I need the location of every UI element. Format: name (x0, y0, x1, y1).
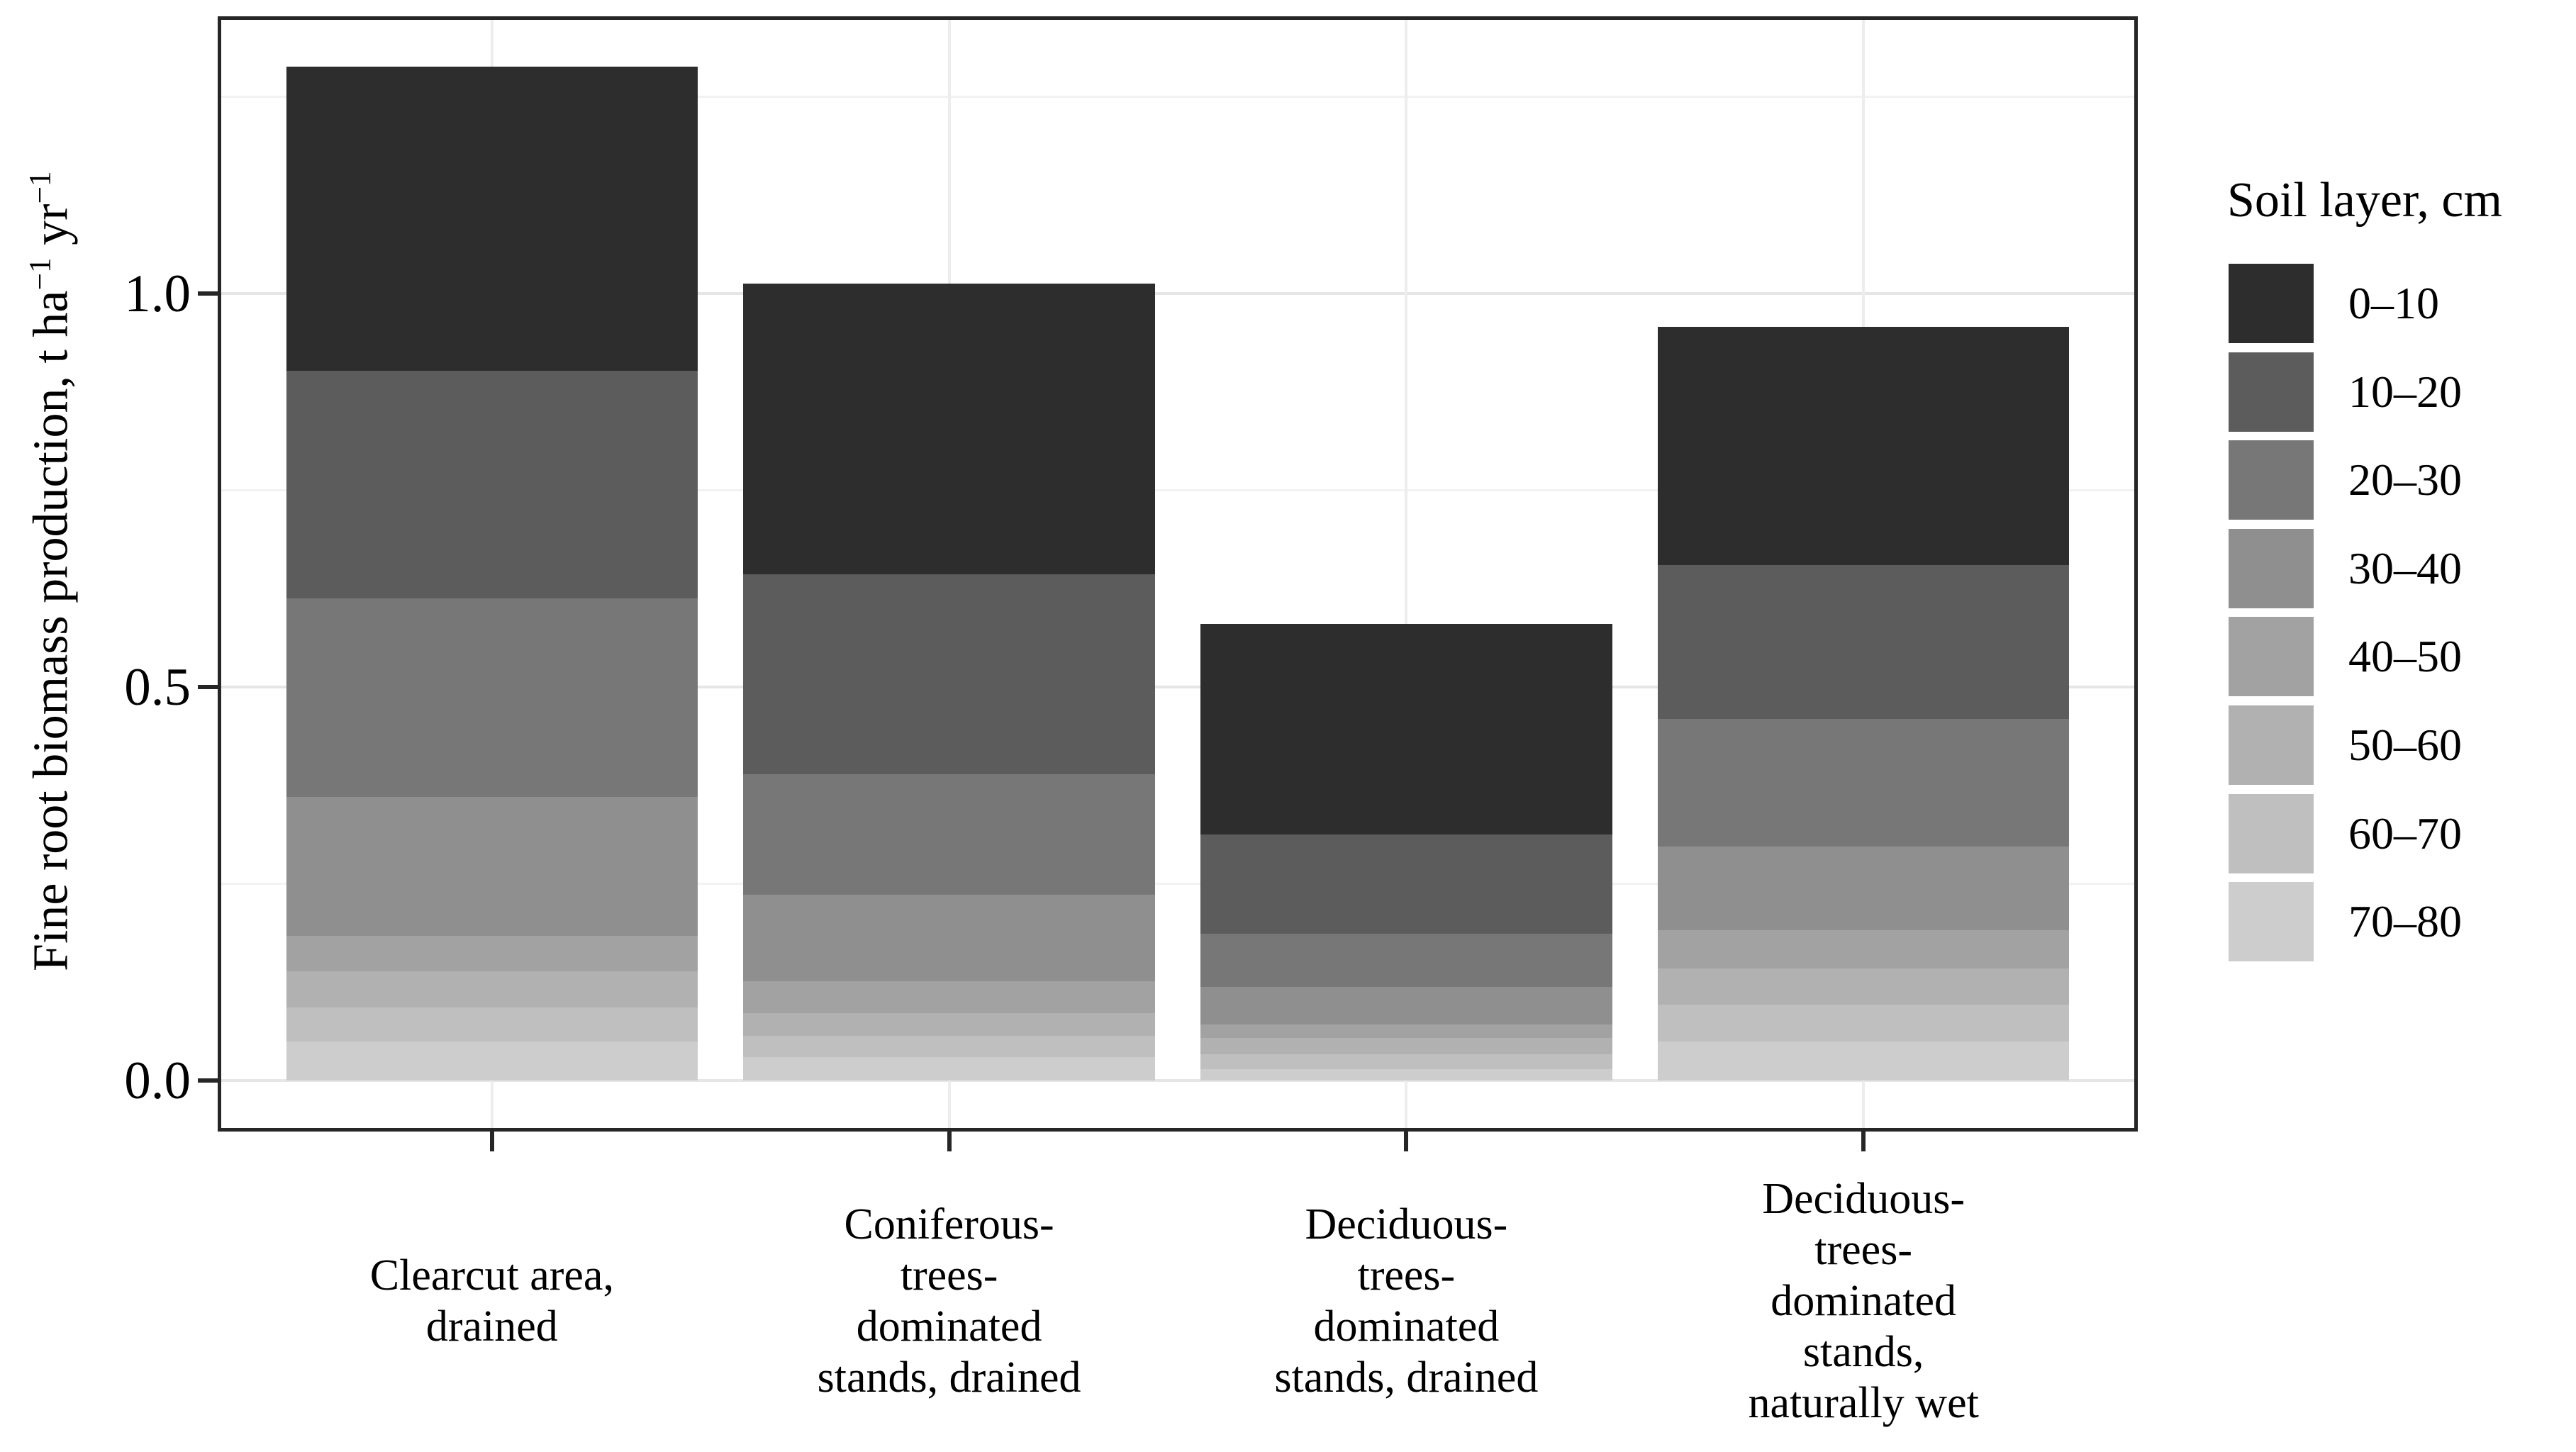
legend-item-label: 70–80 (2348, 896, 2462, 947)
gridline-major (221, 685, 2134, 688)
bar-segment-50-60 (1200, 1037, 1612, 1055)
bar-segment-50-60 (743, 1013, 1155, 1036)
bar-segment-70-80 (1200, 1069, 1612, 1080)
bar-segment-70-80 (743, 1056, 1155, 1080)
y-axis-title-superscript: −1 (23, 170, 57, 204)
bar-segment-40-50 (1200, 1024, 1612, 1038)
gridline-major (221, 291, 2134, 295)
bar-segment-30-40 (1658, 847, 2070, 930)
gridline-minor (221, 488, 2134, 491)
gridline-minor (221, 95, 2134, 98)
legend-item-label: 0–10 (2348, 278, 2439, 328)
bar-segment-0-10 (1200, 623, 1612, 835)
legend-item-label: 10–20 (2348, 366, 2462, 417)
y-tick-label: 0.5 (124, 657, 191, 717)
y-tick-mark (198, 684, 218, 689)
bar-segment-70-80 (1658, 1041, 2070, 1080)
bar-segment-70-80 (286, 1041, 698, 1080)
bar-segment-30-40 (286, 797, 698, 936)
bar-segment-10-20 (286, 370, 698, 599)
y-tick-label: 1.0 (124, 264, 191, 323)
bar-segment-40-50 (1658, 929, 2070, 969)
gridline-minor (221, 882, 2134, 885)
y-tick-label: 0.0 (124, 1051, 191, 1110)
x-category-label-text: Clearcut area, drained (369, 1251, 614, 1351)
x-category-label: Deciduous-trees-dominated stands, naturall… (1608, 1163, 2119, 1440)
bar-segment-50-60 (1658, 968, 2070, 1005)
legend-key-swatch (2229, 264, 2314, 343)
bar-segment-40-50 (286, 935, 698, 971)
x-tick-mark (947, 1132, 952, 1151)
bar-segment-30-40 (1200, 986, 1612, 1025)
legend-item-label: 30–40 (2348, 542, 2462, 593)
x-category-label-text: Coniferous-trees-dominated stands, draine… (817, 1200, 1081, 1402)
y-axis-title-text: yr (23, 203, 79, 257)
x-category-label: Deciduous-trees-dominated stands, drained (1151, 1163, 1661, 1440)
bar-segment-10-20 (743, 574, 1155, 774)
legend-key-swatch (2229, 705, 2314, 785)
legend-key-swatch (2229, 440, 2314, 520)
bar-segment-50-60 (286, 971, 698, 1007)
bar-segment-30-40 (743, 894, 1155, 981)
legend-item-label: 60–70 (2348, 808, 2462, 859)
bar-segment-60-70 (1200, 1054, 1612, 1070)
x-category-label: Coniferous-trees-dominated stands, draine… (694, 1163, 1205, 1440)
x-category-label: Clearcut area, drained (237, 1163, 747, 1440)
x-tick-mark (1404, 1132, 1409, 1151)
bar-segment-0-10 (1658, 327, 2070, 565)
bar-segment-10-20 (1658, 564, 2070, 720)
legend-item-label: 40–50 (2348, 631, 2462, 682)
y-tick-mark (198, 1078, 218, 1083)
bar-segment-0-10 (286, 67, 698, 371)
bar-segment-60-70 (286, 1007, 698, 1042)
y-tick-mark (198, 291, 218, 296)
legend-key-swatch (2229, 617, 2314, 697)
x-category-label-text: Deciduous-trees-dominated stands, naturall… (1748, 1175, 1979, 1427)
legend-item-label: 20–30 (2348, 454, 2462, 506)
x-tick-mark (1861, 1132, 1866, 1151)
bar-segment-20-30 (1658, 719, 2070, 847)
legend-key-swatch (2229, 528, 2314, 608)
legend-key-swatch (2229, 352, 2314, 432)
bar-segment-60-70 (1658, 1005, 2070, 1042)
bar-segment-10-20 (1200, 834, 1612, 934)
bar-segment-40-50 (743, 981, 1155, 1014)
x-tick-mark (489, 1132, 494, 1151)
y-axis-title: Fine root biomass production, t ha−1 yr−… (22, 4, 79, 1138)
legend-title: Soil layer, cm (2227, 173, 2502, 228)
legend-key-swatch (2229, 882, 2314, 962)
bar-segment-20-30 (286, 598, 698, 798)
plot-panel (218, 16, 2138, 1132)
bar-segment-20-30 (743, 774, 1155, 895)
gridline-major (221, 1078, 2134, 1082)
bar-segment-0-10 (743, 284, 1155, 575)
legend-item-label: 50–60 (2348, 720, 2462, 770)
x-category-label-text: Deciduous-trees-dominated stands, drained (1274, 1200, 1539, 1402)
y-axis-title-text: Fine root biomass production, t ha (23, 290, 79, 971)
legend-key-swatch (2229, 793, 2314, 873)
gridline-category (1405, 20, 1408, 1128)
bar-segment-20-30 (1200, 934, 1612, 987)
bar-segment-60-70 (743, 1035, 1155, 1057)
